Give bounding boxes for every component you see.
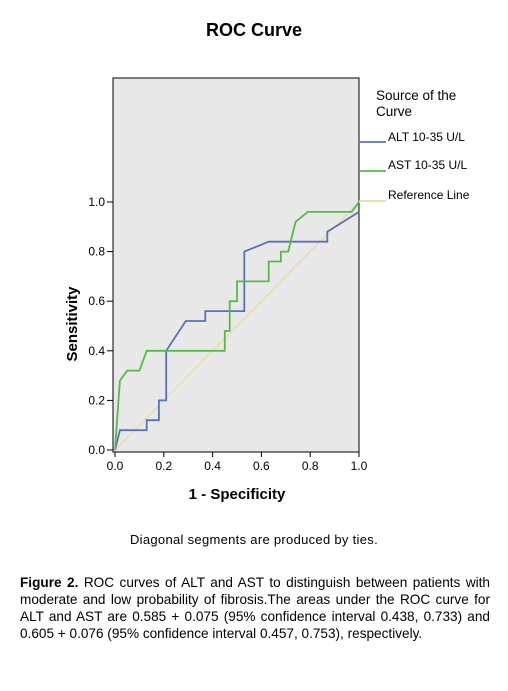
y-tick-label: 0.2 [88, 393, 105, 407]
x-tick-label: 0.2 [155, 459, 172, 473]
legend-label-ast: AST 10-35 U/L [388, 158, 468, 172]
x-tick-label: 0.4 [204, 459, 221, 473]
figure-caption: Figure 2. ROC curves of ALT and AST to d… [20, 574, 490, 642]
y-tick-label: 0.6 [88, 294, 105, 308]
x-tick-label: 1.0 [351, 459, 368, 473]
legend-label-alt: ALT 10-35 U/L [388, 130, 465, 144]
roc-chart: 0.0 0.2 0.4 0.6 0.8 1.0 0.0 0.2 0.4 0.6 0.8 1.0 1 -… [64, 77, 386, 503]
y-tick-label: 0.8 [88, 245, 105, 259]
x-tick-label: 0.6 [253, 459, 270, 473]
legend-label-reference: Reference Line [388, 188, 470, 202]
series-line-alt [114, 211, 360, 451]
y-tick-label: 0.4 [88, 344, 105, 358]
x-axis-label: 1 - Specificity [189, 486, 286, 503]
legend-title: Source of the Curve [376, 88, 457, 119]
y-tick-label: 1.0 [88, 195, 105, 209]
caption-label: Figure 2. [20, 575, 79, 590]
x-tick-label: 0.0 [107, 459, 124, 473]
chart-footnote: Diagonal segments are produced by ties. [129, 532, 378, 547]
y-axis-label: Sensitivity [64, 286, 81, 362]
series-line-ast [114, 201, 360, 451]
y-tick-label: 0.0 [88, 443, 105, 457]
x-tick-label: 0.8 [302, 459, 319, 473]
plot-area [112, 77, 360, 453]
chart-title: ROC Curve [205, 20, 303, 40]
series-line-reference [114, 201, 360, 451]
caption-text: ROC curves of ALT and AST to distinguish… [20, 575, 490, 641]
